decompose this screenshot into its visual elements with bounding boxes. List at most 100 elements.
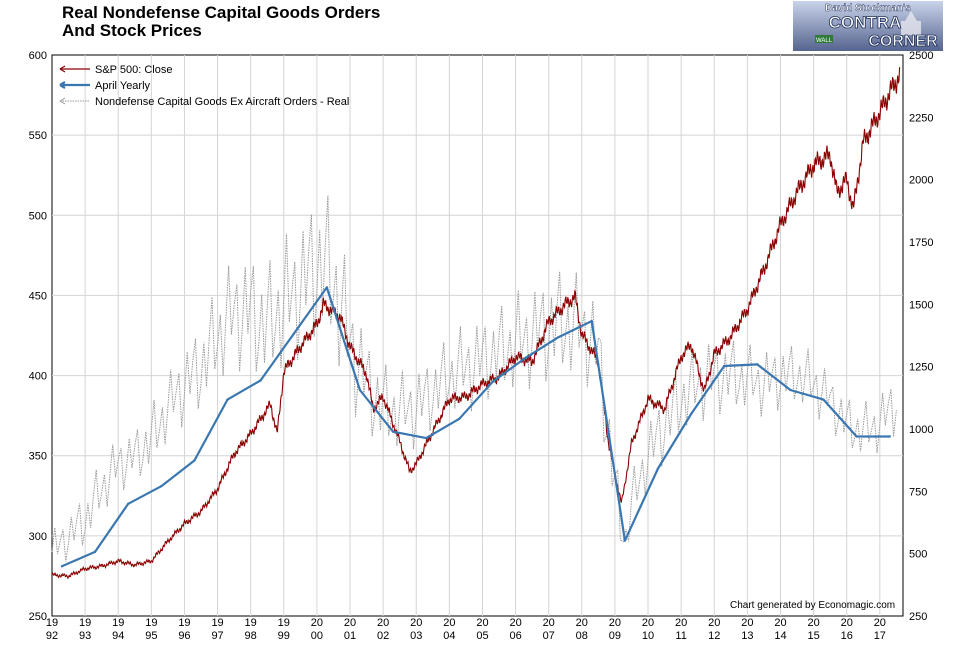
x-axis-tick-label: 11 [675, 630, 686, 642]
right-axis-tick-label: 250 [909, 611, 927, 623]
yearly-point [391, 430, 395, 433]
yearly-point [193, 459, 196, 462]
contra-corner-logo: WALL David Stockman's CONTRA CORNER [793, 1, 943, 51]
legend-label-orders: Nondefense Capital Goods Ex Aircraft Ord… [95, 96, 349, 108]
right-axis-tick-label: 2250 [909, 112, 933, 124]
yearly-point [888, 435, 891, 438]
series-yearly [60, 286, 891, 568]
x-axis-tick-label: 14 [774, 630, 786, 642]
x-axis-tick-label: 20 [807, 617, 819, 629]
x-axis-tick-label: 20 [476, 617, 488, 629]
left-axis-tick-label: 250 [29, 611, 47, 623]
legend-arrow-icon [59, 81, 66, 89]
logo-top-text: David Stockman's [825, 3, 911, 14]
x-axis-tick-label: 92 [46, 630, 58, 642]
x-axis-tick-label: 01 [344, 630, 356, 642]
x-axis-tick-label: 20 [509, 617, 521, 629]
grid-lines [52, 55, 903, 616]
yearly-point [524, 356, 527, 360]
logo-word2: CORNER [868, 33, 938, 50]
yearly-point [458, 417, 461, 421]
orders-line [51, 195, 897, 562]
right-axis-tick-label: 1000 [909, 424, 933, 436]
x-axis-tick-label: 19 [211, 617, 223, 629]
yearly-point [789, 388, 792, 392]
left-axis-tick-label: 350 [29, 451, 47, 463]
x-axis-tick-label: 20 [377, 617, 389, 629]
x-axis-tick-label: 20 [443, 617, 455, 629]
x-axis-tick-label: 19 [145, 617, 157, 629]
x-axis-tick-label: 20 [609, 617, 621, 629]
x-axis-tick-label: 19 [112, 617, 124, 629]
chart-title-line1: Real Nondefense Capital Goods Orders [62, 3, 381, 22]
yearly-point [689, 412, 693, 416]
right-axis-tick-label: 2500 [909, 50, 933, 62]
yearly-point [623, 539, 627, 542]
yearly-point [491, 380, 494, 384]
x-axis-tick-label: 20 [344, 617, 356, 629]
axis-ticks: 6005505004504003503002502500225020001750… [29, 50, 934, 642]
chart-credit: Chart generated by Economagic.com [730, 600, 896, 611]
left-axis-tick-label: 600 [29, 50, 47, 62]
legend-label-sp500: S&P 500: Close [95, 64, 172, 76]
x-axis-tick-label: 93 [79, 630, 91, 642]
yearly-point [822, 398, 825, 401]
legend-arrow-icon [59, 97, 66, 105]
x-axis-tick-label: 95 [145, 630, 157, 642]
x-axis-tick-label: 97 [211, 630, 223, 642]
sp500-line [51, 67, 901, 580]
left-axis-tick-label: 300 [29, 531, 47, 543]
yearly-point [93, 550, 97, 554]
legend: S&P 500: Close April Yearly Nondefense Cap… [59, 64, 349, 108]
x-axis-tick-label: 19 [79, 617, 91, 629]
chart-title-line2: And Stock Prices [62, 21, 202, 40]
x-axis-tick-label: 00 [311, 630, 323, 642]
x-axis-tick-label: 06 [509, 630, 521, 642]
yearly-point [756, 363, 759, 366]
x-axis-tick-label: 08 [576, 630, 588, 642]
yearly-point [126, 502, 130, 505]
yearly-point [358, 388, 362, 392]
x-axis-tick-label: 19 [178, 617, 190, 629]
x-axis-tick-label: 15 [807, 630, 819, 642]
yearly-point [855, 435, 858, 438]
x-axis-tick-label: 02 [377, 630, 389, 642]
x-axis-tick-label: 16 [841, 630, 853, 642]
x-axis-tick-label: 99 [278, 630, 290, 642]
yearly-point [60, 565, 64, 568]
legend-arrow-icon [59, 65, 66, 73]
x-axis-tick-label: 10 [642, 630, 654, 642]
x-axis-tick-label: 20 [675, 617, 687, 629]
right-axis-tick-label: 1250 [909, 362, 933, 374]
x-axis-tick-label: 13 [741, 630, 753, 642]
x-axis-tick-label: 19 [46, 617, 58, 629]
x-axis-tick-label: 09 [609, 630, 621, 642]
yearly-point [259, 379, 262, 382]
yearly-point [722, 364, 726, 368]
left-axis-tick-label: 500 [29, 210, 47, 222]
wall-street-sign-icon [815, 35, 833, 43]
series-orders [51, 195, 897, 562]
x-axis-tick-label: 20 [708, 617, 720, 629]
x-axis-tick-label: 20 [642, 617, 654, 629]
yearly-point [226, 398, 229, 401]
x-axis-tick-label: 04 [443, 630, 455, 642]
x-axis-tick-label: 20 [841, 617, 853, 629]
right-axis-tick-label: 750 [909, 486, 927, 498]
yearly-point [292, 332, 295, 336]
logo-word1: CONTRA [829, 13, 902, 32]
chart-title: Real Nondefense Capital Goods Orders And… [62, 4, 380, 40]
x-axis-tick-label: 19 [245, 617, 257, 629]
left-axis-tick-label: 450 [29, 290, 47, 302]
logo-sign-text: WALL [816, 38, 833, 44]
right-axis-tick-label: 500 [909, 549, 927, 561]
x-axis-tick-label: 96 [178, 630, 190, 642]
yearly-point [424, 436, 428, 440]
right-axis-tick-label: 1750 [909, 237, 933, 249]
x-axis-tick-label: 07 [543, 630, 555, 642]
left-axis-tick-label: 550 [29, 130, 47, 142]
x-axis-tick-label: 05 [476, 630, 488, 642]
yearly-point [325, 286, 329, 289]
x-axis-tick-label: 98 [245, 630, 257, 642]
x-axis-tick-label: 12 [708, 630, 720, 642]
